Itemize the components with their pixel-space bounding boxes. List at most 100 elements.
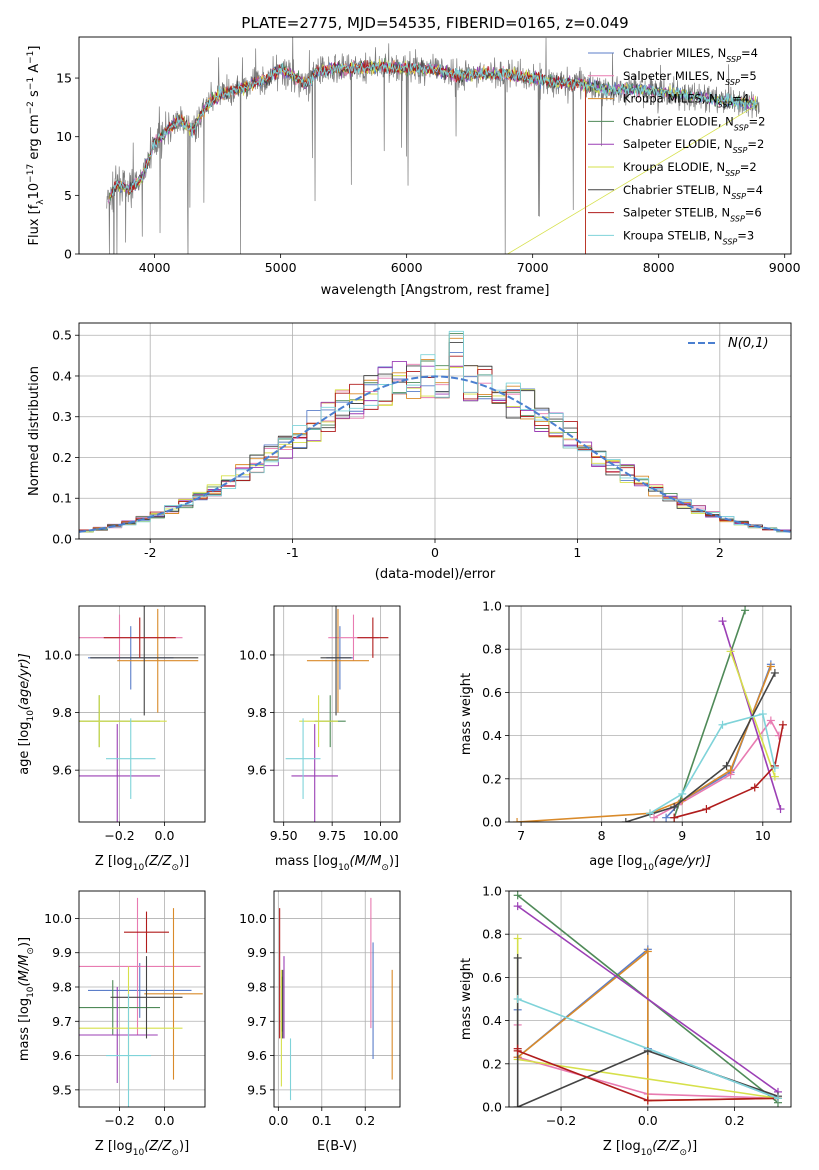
legend-entry: Chabrier ELODIE, NSSP=2 [623, 114, 765, 131]
label-part: )] [687, 1139, 697, 1154]
axes-frame [78, 322, 792, 540]
ticks: −0.2 0.0 0.2 0.0 0.2 0.4 0.6 0.8 1.0 [482, 884, 744, 1129]
label-part: 10 [27, 183, 42, 200]
y-tick-label: 9.7 [247, 1014, 267, 1029]
x-tick-label: 10 [755, 828, 771, 843]
y-tick-label: 0.6 [482, 970, 502, 985]
y-tick-label: 10.0 [44, 911, 72, 926]
data-layer [513, 891, 782, 1107]
data-layer [106, 37, 760, 254]
x-tick-label: 0.2 [725, 1113, 745, 1128]
x-tick-label: 2 [716, 545, 724, 560]
y-tick-label: 9.8 [247, 705, 267, 720]
weight-marker [643, 1096, 652, 1105]
x-tick-label: 4000 [139, 260, 171, 275]
x-axis-label: Z [log10(Z/Z⊙)] [95, 1139, 189, 1158]
weight-line [517, 905, 779, 1093]
y-tick-label: 0.2 [52, 450, 72, 465]
legend-sub: SSP [733, 146, 748, 155]
y-tick-label: 0.4 [52, 368, 72, 383]
ticks: 7 8 9 10 0.0 0.2 0.4 0.6 0.8 1.0 [482, 599, 771, 844]
axes-frame [273, 605, 401, 823]
x-tick-label: 0.0 [638, 1113, 658, 1128]
label-part: (Z/Z [144, 854, 172, 869]
axes-frame [508, 605, 792, 823]
y-tick-label: 0.8 [482, 927, 502, 942]
legend-entry: Chabrier STELIB, NSSP=4 [623, 183, 763, 201]
axes-frame [508, 890, 792, 1108]
legend-entry: Chabrier MILES, NSSP=4 [623, 46, 758, 64]
weight-marker [770, 668, 779, 677]
y-tick-label: 15 [56, 71, 72, 86]
weight-marker [766, 662, 775, 671]
grid [509, 891, 791, 1107]
x-tick-label: 0.1 [312, 1113, 332, 1128]
legend-entry: N(0,1) [728, 336, 769, 351]
ticks: 0.0 0.1 0.2 9.5 9.6 9.7 9.8 9.9 10.0 [239, 911, 375, 1128]
legend-value: =4 [732, 92, 749, 106]
legend-name: Chabrier MILES, N [623, 46, 726, 60]
y-tick-label: 1.0 [482, 884, 502, 899]
y-tick-label: 9.5 [52, 1082, 72, 1097]
data-layer [79, 897, 203, 1107]
grid [274, 606, 400, 822]
legend-sub: SSP [726, 55, 741, 64]
label-part: 10 [26, 986, 36, 998]
x-tick-label: 9.75 [318, 828, 346, 843]
weight-marker [766, 716, 775, 725]
label-part: 10 [133, 863, 145, 873]
legend-entry: Kroupa ELODIE, NSSP=2 [623, 160, 757, 178]
weight-marker [770, 764, 779, 772]
y-tick-label: 9.6 [247, 763, 267, 778]
weight-line [517, 998, 779, 1100]
weight-line [517, 666, 772, 822]
label-part: λ [36, 199, 46, 205]
label-part: Flux [f [27, 204, 42, 245]
weight-marker [650, 813, 659, 822]
y-tick-label: 0.0 [482, 1100, 502, 1115]
x-tick-label: 0 [431, 545, 439, 560]
legend-value: =4 [741, 46, 758, 60]
ticks: −0.2 0.0 9.5 9.6 9.7 9.8 9.9 10.0 [44, 911, 174, 1128]
x-axis-label: wavelength [Angstrom, rest frame] [321, 283, 550, 298]
errorbar-point [90, 606, 199, 716]
errorbar-point [79, 897, 201, 1035]
y-tick-label: 9.8 [52, 705, 72, 720]
legend-name: Kroupa STELIB, N [623, 228, 723, 242]
data-layer [79, 606, 199, 822]
label-part: ⊙ [679, 1148, 687, 1158]
label-part: A [27, 64, 42, 77]
weight-marker [718, 617, 727, 626]
legend-entry: Salpeter STELIB, NSSP=6 [623, 206, 762, 224]
y-axis-label: mass weight [459, 958, 474, 1040]
weight-line [673, 610, 746, 818]
errorbar-point [306, 608, 369, 713]
x-tick-label: −0.2 [104, 828, 134, 843]
legend-entry: Salpeter MILES, NSSP=5 [623, 69, 757, 87]
legend-name: Kroupa MILES, N [623, 92, 718, 106]
label-part: 10 [642, 863, 654, 873]
label-part: 10 [26, 710, 36, 722]
model-spectrum [108, 59, 586, 254]
weight-line [625, 672, 776, 822]
x-tick-label: 0.0 [155, 828, 175, 843]
legend-entry: Kroupa MILES, NSSP=4 [623, 92, 749, 110]
weight-marker [718, 720, 727, 729]
plot-area [79, 606, 205, 822]
grid [79, 891, 205, 1107]
x-tick-label: 1 [573, 545, 581, 560]
plot-area [274, 606, 400, 822]
weight-marker [643, 947, 652, 956]
y-tick-label: 0.4 [482, 1013, 502, 1028]
legend-value: =2 [740, 160, 757, 174]
spectrum-chart: 4000 5000 6000 7000 8000 9000 0 5 10 15 PLATE=2775… [26, 14, 801, 298]
label-part: ] [27, 46, 42, 51]
label-part: (age/yr)] [654, 854, 711, 869]
y-tick-label: 0.6 [482, 685, 502, 700]
weight-marker [670, 802, 679, 811]
weight-marker [750, 783, 759, 792]
label-part: (M/M [17, 955, 32, 987]
label-part: −1 [26, 77, 36, 90]
